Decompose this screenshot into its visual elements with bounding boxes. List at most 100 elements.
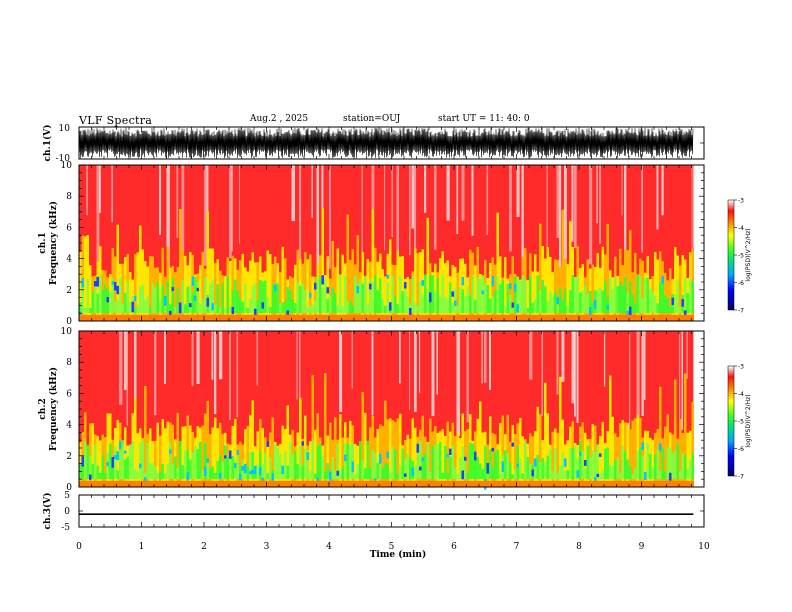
spectrogram-cell xyxy=(369,427,372,484)
spectrogram-cell xyxy=(596,473,599,478)
spectrogram-cell xyxy=(324,480,327,487)
spectrogram-cell xyxy=(679,265,682,318)
spectrogram-cell xyxy=(654,480,657,487)
spectrogram-cell xyxy=(586,294,589,314)
spectrogram-cell xyxy=(239,441,242,484)
spectrogram-cell xyxy=(359,279,362,314)
spectrogram-cell xyxy=(286,405,289,484)
spectrogram-cell xyxy=(589,314,592,321)
spectrogram-cell xyxy=(146,295,149,314)
spectrogram-cell xyxy=(356,285,359,294)
spectrogram-cell xyxy=(554,291,557,314)
spectrogram-cell xyxy=(309,471,312,480)
spectrogram-cell xyxy=(79,462,82,480)
spectrogram-cell xyxy=(146,442,149,480)
spectrogram-cell xyxy=(204,314,207,321)
spectrogram-cell xyxy=(556,480,559,487)
y-tick-label: 10 xyxy=(61,327,73,337)
spectrogram-cell xyxy=(144,480,147,487)
spectrogram-cell xyxy=(656,480,659,487)
spectrogram-cell xyxy=(544,461,547,480)
spectrogram-cell xyxy=(559,314,562,321)
spectrogram-cell xyxy=(209,314,212,321)
spectrogram-cell xyxy=(116,480,119,487)
spectrogram-cell xyxy=(311,304,314,314)
spectrogram-cell xyxy=(596,253,599,318)
spectrogram-cell xyxy=(259,450,262,480)
spectrogram-cell xyxy=(531,469,534,477)
spectrogram-cell xyxy=(426,480,429,487)
spectrogram-cell xyxy=(651,467,654,480)
spectrogram-cell xyxy=(526,457,529,480)
spectrogram-cell xyxy=(251,252,254,318)
spectrogram-cell xyxy=(471,165,474,236)
spectrogram-cell xyxy=(499,480,502,487)
spectrogram-cell xyxy=(149,428,152,484)
spectrogram-cell xyxy=(249,452,252,480)
spectrogram-cell xyxy=(251,314,254,321)
spectrogram-cell xyxy=(554,480,557,487)
spectrogram-cell xyxy=(259,480,262,487)
spectrogram-cell xyxy=(669,268,672,318)
spectrogram-cell xyxy=(356,314,359,321)
spectrogram-cell xyxy=(136,480,139,487)
spectrogram-cell xyxy=(521,314,524,321)
spectrogram-cell xyxy=(229,261,232,318)
spectrogram-cell xyxy=(244,314,247,321)
spectrogram-cell xyxy=(544,314,547,321)
spectrogram-cell xyxy=(116,285,119,295)
spectrogram-cell xyxy=(536,314,539,321)
spectrogram-cell xyxy=(611,416,614,484)
spectrogram-cell xyxy=(216,314,219,321)
ch1-waveform-line xyxy=(79,127,694,159)
spectrogram-cell xyxy=(411,418,414,484)
spectrogram-cell xyxy=(544,480,547,487)
spectrogram-cell xyxy=(151,314,154,321)
spectrogram-cell xyxy=(279,303,282,314)
spectrogram-cell xyxy=(626,292,629,314)
spectrogram-cell xyxy=(631,294,634,314)
spectrogram-cell xyxy=(181,465,184,480)
spectrogram-cell xyxy=(321,455,324,480)
spectrogram-cell xyxy=(236,290,239,314)
spectrogram-cell xyxy=(144,386,147,484)
spectrogram-cell xyxy=(131,314,134,321)
spectrogram-cell xyxy=(609,464,612,480)
spectrogram-cell xyxy=(629,480,632,487)
spectrogram-cell xyxy=(474,451,477,461)
spectrogram-cell xyxy=(341,306,344,314)
spectrogram-cell xyxy=(381,425,384,484)
spectrogram-cell xyxy=(356,480,359,487)
spectrogram-cell xyxy=(614,433,617,484)
spectrogram-cell xyxy=(549,480,552,487)
spectrogram-cell xyxy=(374,314,377,321)
spectrogram-cell xyxy=(321,208,324,318)
spectrogram-cell xyxy=(584,480,587,487)
spectrogram-cell xyxy=(491,275,494,287)
spectrogram-cell xyxy=(109,480,112,487)
spectrogram-cell xyxy=(241,253,244,318)
spectrogram-cell xyxy=(239,473,242,480)
spectrogram-cell xyxy=(471,314,474,321)
spectrogram-cell xyxy=(159,435,162,484)
spectrogram-cell xyxy=(254,471,257,480)
spectrogram-cell xyxy=(264,480,267,487)
spectrogram-cell xyxy=(246,271,249,318)
spectrogram-cell xyxy=(166,314,169,321)
spectrogram-cell xyxy=(161,463,164,480)
spectrogram-cell xyxy=(161,419,164,484)
spectrogram-cell xyxy=(211,331,214,380)
ch1-waveform-trace xyxy=(79,127,694,159)
spectrogram-cell xyxy=(339,314,342,321)
spectrogram-cell xyxy=(359,480,362,487)
spectrogram-cell xyxy=(534,254,537,318)
spectrogram-cell xyxy=(444,263,447,318)
spectrogram-cell xyxy=(231,255,234,318)
spectrogram-cell xyxy=(279,272,282,318)
ch1-colorbar-label: log(PSD)(V^2/Hz) xyxy=(745,228,752,281)
spectrogram-cell xyxy=(481,314,484,321)
spectrogram-cell xyxy=(501,314,504,321)
spectrogram-cell xyxy=(271,314,274,321)
spectrogram-cell xyxy=(601,246,604,318)
spectrogram-cell xyxy=(561,299,564,314)
